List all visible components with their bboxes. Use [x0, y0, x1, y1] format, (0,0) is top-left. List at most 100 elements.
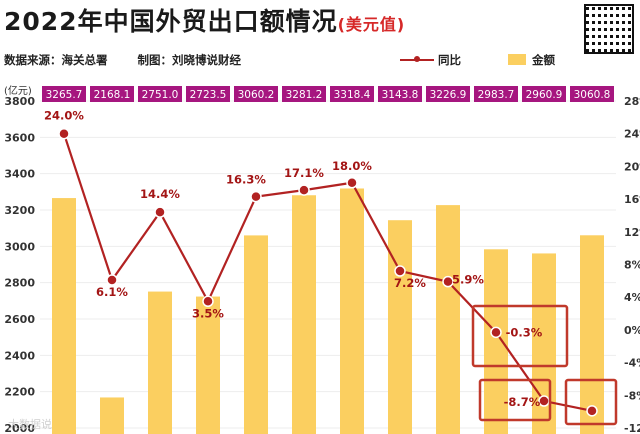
bar-value-label: 3226.9	[430, 89, 467, 101]
bar-value-box	[522, 86, 566, 102]
subtitle: 数据来源：海关总署 制图：刘晓博说财经	[4, 52, 267, 68]
y-left-tick-label: 3000	[4, 240, 35, 253]
grid	[40, 100, 616, 429]
yoy-line: 24.0% 6.1% 14.4% 3.5% 16.3% 17.1% 18.0% 7.2% 5.9…	[44, 109, 598, 417]
yoy-point	[346, 177, 358, 189]
axes: 2000 2200 2400 2600 2800 3000 3200 3400 3600 3800…	[4, 84, 640, 434]
yoy-point-label: 14.4%	[140, 187, 180, 201]
yoy-point-label: 7.2%	[394, 276, 426, 290]
bar-value-label: 3060.2	[238, 89, 275, 101]
yoy-point	[58, 127, 70, 140]
y-right-tick-label: -4%	[624, 357, 640, 370]
bar-value-box	[186, 86, 230, 102]
bar-value-label: 3143.8	[382, 89, 419, 101]
yoy-point-label: 18.0%	[332, 159, 372, 173]
yoy-point-label: 5.9%	[452, 273, 484, 287]
bar-value-box	[138, 86, 182, 102]
bar-value-labels: 3265.7 2168.1 2751.0 2723.5 3060.2 3281.2 3318…	[42, 86, 614, 102]
y-left-tick-label: 2200	[4, 386, 35, 399]
bar-value-box	[378, 86, 422, 102]
yoy-point	[154, 206, 166, 218]
yoy-point	[394, 265, 406, 277]
y-left-tick-label: 2400	[4, 349, 35, 362]
yoy-point	[586, 405, 598, 417]
yoy-point-label: 17.1%	[284, 166, 324, 180]
bar-month-12	[580, 235, 604, 434]
yoy-point-label: 16.3%	[226, 173, 266, 187]
bar-value-label: 2723.5	[190, 89, 227, 101]
bar-value-label: 3265.7	[46, 89, 83, 101]
y-left-tick-label: 3600	[4, 131, 35, 144]
y-left-tick-label: 2600	[4, 313, 35, 326]
yoy-point	[202, 295, 214, 308]
bar-value-box	[42, 86, 86, 102]
highlight-box	[564, 378, 618, 426]
y-left-tick-label: 2800	[4, 277, 35, 290]
yoy-point	[490, 326, 502, 339]
chart-maker: 制图：刘晓博说财经	[137, 53, 242, 67]
y-right-tick-label: -12%	[624, 422, 640, 434]
yoy-point	[538, 395, 550, 407]
watermark: 大数据说	[8, 418, 52, 431]
bars	[52, 188, 604, 434]
qr-code-icon	[584, 4, 634, 54]
y-right-tick-label: 8%	[624, 259, 640, 272]
yoy-point	[250, 190, 262, 203]
bar-value-box	[570, 86, 614, 102]
y-right-tick-label: 20%	[624, 160, 640, 173]
bar-month-6	[292, 195, 316, 434]
data-source: 数据来源：海关总署	[4, 53, 108, 67]
highlight-box	[471, 304, 569, 368]
title-unit: (美元值)	[337, 15, 406, 34]
bar-month-8	[388, 220, 412, 434]
bar-value-label: 2983.7	[478, 89, 515, 101]
bar-month-3	[148, 291, 172, 434]
y-left-tick-label: 3800	[4, 95, 35, 108]
bar-month-1	[52, 198, 76, 434]
legend-line-marker	[414, 56, 420, 62]
yoy-point-label: -0.3%	[506, 325, 543, 339]
bar-value-label: 2751.0	[142, 89, 179, 101]
y-right-tick-label: 16%	[624, 193, 640, 206]
yoy-point-label: 24.0%	[44, 109, 84, 123]
yoy-point-label: 6.1%	[96, 285, 128, 299]
bar-value-box	[330, 86, 374, 102]
bar-month-4	[196, 296, 220, 434]
bar-value-box	[474, 86, 518, 102]
bar-value-label: 3281.2	[286, 89, 323, 101]
y-left-tick-label: 2000	[4, 422, 35, 434]
bar-value-label: 2168.1	[94, 89, 131, 101]
title-text: 2022年中国外贸出口额情况	[4, 7, 338, 36]
legend-line-label: 同比	[438, 53, 461, 67]
yoy-point-label: -8.7%	[504, 395, 541, 409]
y-right-tick-label: 24%	[624, 128, 640, 141]
yoy-point-label: 3.5%	[192, 306, 224, 320]
legend-bar-swatch	[508, 54, 526, 65]
bar-month-2	[100, 397, 124, 434]
yoy-polyline	[62, 133, 593, 412]
y-right-tick-label: 28%	[624, 95, 640, 108]
bar-month-9	[436, 205, 460, 434]
highlight-box	[478, 378, 552, 422]
bar-value-label: 3318.4	[334, 89, 371, 101]
y-right-tick-label: 4%	[624, 291, 640, 304]
bar-value-label: 3060.8	[574, 89, 611, 101]
y-left-tick-label: 3400	[4, 168, 35, 181]
y-right-tick-label: 12%	[624, 226, 640, 239]
y-left-unit: (亿元)	[4, 84, 32, 97]
page-title: 2022年中国外贸出口额情况(美元值)	[4, 2, 405, 38]
bar-month-7	[340, 188, 364, 434]
legend-bar-label: 金额	[532, 53, 555, 67]
bar-value-box	[234, 86, 278, 102]
bar-value-box	[90, 86, 134, 102]
highlight-boxes	[471, 304, 618, 426]
bar-month-10	[484, 249, 508, 434]
yoy-point	[106, 274, 118, 286]
y-right-tick-label: -8%	[624, 389, 640, 402]
y-right-tick-label: 0%	[624, 324, 640, 337]
yoy-point	[442, 275, 454, 288]
bar-value-label: 2960.9	[526, 89, 563, 101]
bar-value-box	[282, 86, 326, 102]
y-left-tick-label: 3200	[4, 204, 35, 217]
